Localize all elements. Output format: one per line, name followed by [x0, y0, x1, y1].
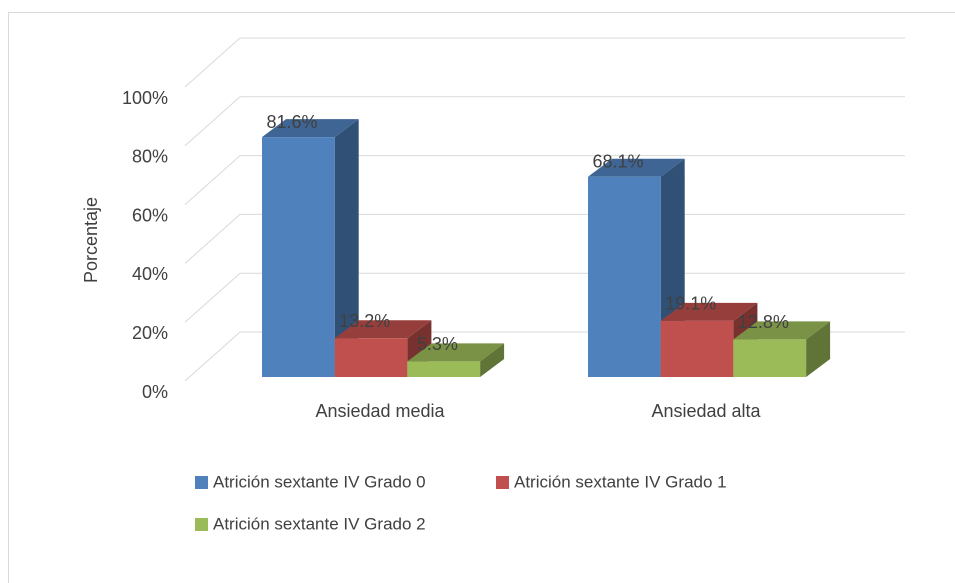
data-label: 19.1%: [665, 294, 716, 314]
x-tick-label: Ansiedad media: [315, 401, 445, 421]
data-label: 68.1%: [592, 152, 643, 172]
bar-face: [262, 137, 335, 377]
bar-face: [733, 339, 807, 377]
bar-face: [334, 338, 408, 377]
y-tick-label: 40%: [132, 264, 168, 284]
bar-face: [334, 119, 359, 377]
legend-swatch: [195, 518, 208, 531]
grid-line: [184, 96, 905, 147]
bar-face: [407, 361, 481, 377]
bar-face: [660, 320, 734, 377]
bar-face: [660, 302, 758, 321]
legend-swatch: [195, 476, 208, 489]
bar-face: [588, 158, 685, 177]
bar-face: [334, 320, 432, 339]
bar-face: [262, 119, 359, 138]
y-tick-label: 20%: [132, 323, 168, 343]
data-label: 5.3%: [417, 334, 458, 354]
legend-label: Atrición sextante IV Grado 1: [514, 472, 727, 491]
bar-face: [480, 343, 505, 377]
bar: [407, 343, 505, 377]
data-label: 12.8%: [738, 312, 789, 332]
legend-label: Atrición sextante IV Grado 0: [213, 472, 426, 491]
y-tick-label: 60%: [132, 205, 168, 225]
grid-line: [184, 37, 905, 88]
x-tick-label: Ansiedad alta: [651, 401, 761, 421]
bar: [733, 321, 831, 377]
legend-swatch: [496, 476, 509, 489]
bar-face: [733, 321, 831, 340]
y-axis-label: Porcentaje: [81, 197, 101, 283]
data-label: 13.2%: [339, 311, 390, 331]
bar-face: [588, 176, 661, 377]
y-tick-label: 0%: [142, 382, 168, 402]
y-tick-label: 100%: [122, 88, 168, 108]
y-tick-label: 80%: [132, 147, 168, 167]
bar: [262, 119, 359, 377]
data-label: 81.6%: [266, 112, 317, 132]
grid-line: [184, 155, 905, 205]
bar: [334, 320, 432, 377]
bar-face: [806, 321, 831, 377]
bar-face: [407, 343, 505, 362]
chart-border: [8, 12, 955, 583]
legend-label: Atrición sextante IV Grado 2: [213, 514, 426, 533]
